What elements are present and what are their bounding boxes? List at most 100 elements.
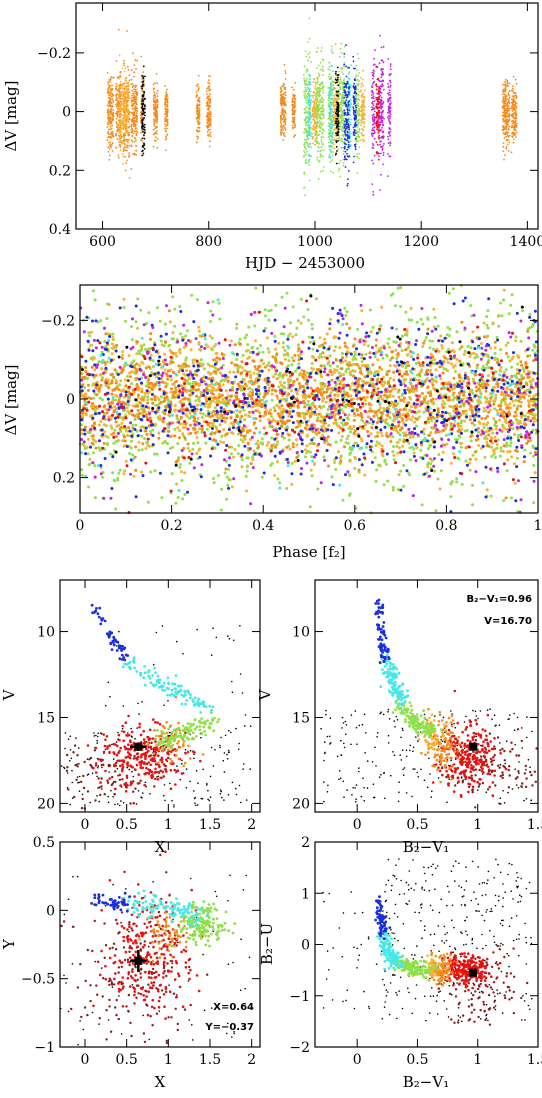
data-point: [389, 106, 392, 109]
data-point: [337, 107, 340, 110]
data-point: [313, 78, 315, 81]
data-point: [347, 126, 350, 128]
data-point: [282, 134, 285, 136]
data-point: [343, 158, 346, 161]
data-point: [346, 114, 348, 116]
data-point: [136, 59, 139, 62]
data-point: [354, 132, 357, 135]
data-point: [504, 97, 507, 100]
data-point: [144, 97, 146, 100]
data-point: [304, 119, 306, 122]
data-point: [109, 128, 112, 131]
data-point: [307, 159, 310, 162]
data-point: [209, 128, 211, 131]
data-point: [316, 120, 319, 123]
data-point: [357, 57, 360, 60]
data-point: [304, 92, 307, 95]
data-point: [208, 82, 211, 85]
data-point: [166, 95, 169, 97]
data-point: [336, 134, 338, 137]
data-point: [116, 76, 119, 79]
data-point: [267, 318, 271, 322]
data-point: [318, 120, 321, 122]
data-point: [334, 76, 337, 79]
data-point: [322, 110, 324, 113]
data-point: [126, 30, 128, 32]
data-point: [292, 127, 295, 129]
data-point: [283, 381, 286, 385]
data-point: [503, 114, 505, 117]
data-point: [372, 123, 375, 126]
data-point: [362, 104, 365, 107]
data-point: [317, 177, 320, 180]
data-point: [308, 94, 311, 96]
data-point: [334, 138, 336, 140]
data-point: [380, 152, 382, 155]
data-point: [360, 124, 362, 127]
data-point: [282, 111, 285, 113]
data-point: [356, 153, 359, 156]
data-point: [354, 148, 357, 151]
data-point: [306, 92, 309, 95]
data-point: [192, 441, 195, 445]
data-point: [508, 82, 511, 85]
data-point: [322, 91, 325, 94]
data-point: [343, 45, 346, 48]
data-point: [373, 154, 376, 157]
data-point: [198, 129, 201, 132]
data-point: [136, 120, 139, 123]
data-point: [358, 107, 360, 110]
data-point: [132, 99, 135, 101]
data-point: [109, 145, 111, 148]
data-point: [504, 88, 506, 90]
data-point: [354, 102, 356, 105]
data-point: [388, 91, 391, 94]
data-point: [199, 391, 203, 394]
data-point: [371, 135, 374, 138]
data-point: [137, 448, 141, 452]
data-point: [126, 159, 128, 162]
data-point: [146, 398, 150, 402]
data-point: [209, 122, 212, 124]
data-point: [117, 90, 119, 92]
data-point: [142, 109, 145, 112]
data-point: [308, 90, 311, 92]
data-point: [293, 113, 296, 116]
data-point: [159, 395, 163, 399]
data-point: [141, 81, 144, 83]
data-point: [330, 109, 332, 112]
data-point: [109, 91, 112, 94]
data-point: [153, 119, 156, 122]
data-point: [152, 128, 155, 131]
data-point: [380, 120, 383, 123]
data-point: [477, 430, 481, 434]
data-point: [401, 392, 404, 396]
data-point: [373, 355, 377, 359]
data-point: [350, 118, 352, 121]
data-point: [304, 50, 307, 52]
data-point: [358, 113, 361, 115]
data-point: [354, 104, 357, 107]
data-point: [196, 105, 199, 107]
data-point: [154, 139, 157, 142]
data-point: [308, 179, 311, 182]
data-point: [166, 123, 169, 125]
data-point: [176, 496, 180, 499]
data-point: [144, 75, 146, 78]
data-point: [125, 145, 128, 148]
data-point: [382, 163, 384, 166]
data-point: [308, 129, 310, 132]
y-tick-label: 0: [62, 105, 71, 121]
data-point: [343, 86, 346, 89]
data-point: [93, 496, 97, 500]
data-point: [131, 145, 133, 148]
data-point: [208, 89, 210, 92]
data-point: [375, 116, 378, 119]
data-point: [125, 126, 127, 128]
data-point: [411, 435, 415, 439]
data-point: [142, 128, 145, 131]
data-point: [280, 124, 283, 127]
data-point: [329, 107, 331, 110]
data-point: [308, 161, 310, 164]
data-point: [123, 110, 125, 113]
